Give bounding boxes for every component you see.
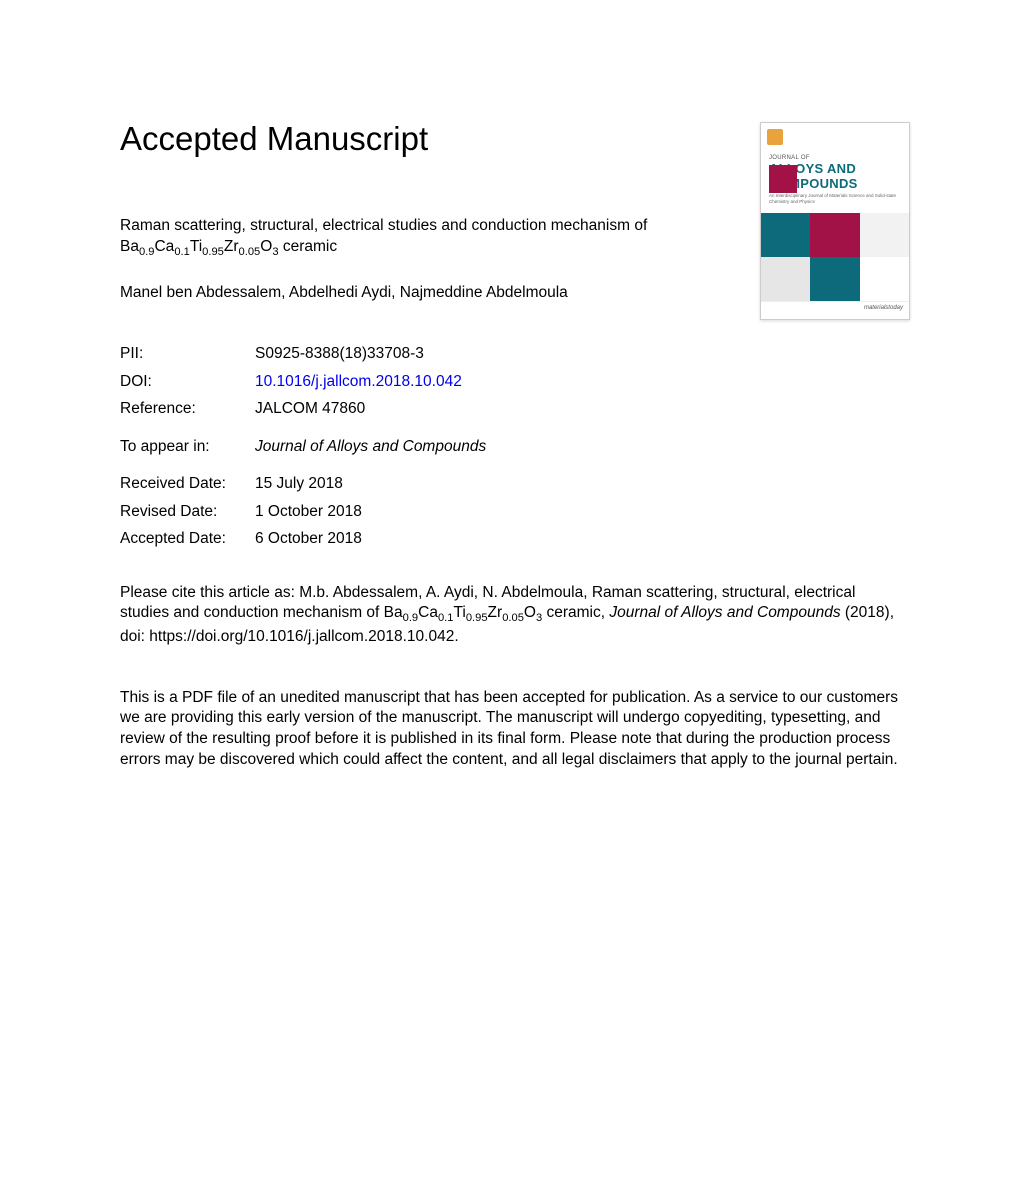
- meta-row-reference: Reference: JALCOM 47860: [120, 401, 910, 417]
- cite-text: Zr: [488, 604, 503, 621]
- meta-value: 1 October 2018: [255, 504, 362, 520]
- cover-square: [860, 213, 909, 257]
- article-title: Raman scattering, structural, electrical…: [120, 216, 710, 260]
- cite-text: ceramic,: [542, 604, 609, 621]
- elsevier-logo-icon: [767, 129, 783, 145]
- cite-subscript: 0.95: [466, 613, 488, 625]
- meta-value: Journal of Alloys and Compounds: [255, 439, 486, 455]
- cover-square: [761, 213, 810, 257]
- cover-badge-icon: [769, 165, 797, 193]
- disclaimer-text: This is a PDF file of an unedited manusc…: [120, 688, 910, 772]
- journal-cover-thumbnail: JOURNAL OF ALLOYS AND COMPOUNDS An Inter…: [760, 122, 910, 320]
- title-text: Ti: [190, 238, 202, 255]
- meta-row-pii: PII: S0925-8388(18)33708-3: [120, 346, 910, 362]
- cite-text: Ti: [453, 604, 465, 621]
- cover-header: [761, 123, 909, 151]
- cover-square: [761, 257, 810, 301]
- metadata-table: PII: S0925-8388(18)33708-3 DOI: 10.1016/…: [120, 346, 910, 547]
- meta-value: 15 July 2018: [255, 476, 343, 492]
- meta-row-accepted: Accepted Date: 6 October 2018: [120, 531, 910, 547]
- cite-subscript: 0.9: [403, 613, 419, 625]
- cover-square: [860, 257, 909, 301]
- meta-label: Accepted Date:: [120, 531, 255, 547]
- cover-subtitle: An Interdisciplinary Journal of Material…: [769, 193, 901, 204]
- cite-subscript: 0.05: [502, 613, 524, 625]
- cover-footer: materialstoday: [761, 301, 909, 319]
- cite-journal: Journal of Alloys and Compounds: [609, 604, 840, 621]
- meta-value: 6 October 2018: [255, 531, 362, 547]
- meta-row-revised: Revised Date: 1 October 2018: [120, 504, 910, 520]
- meta-value: S0925-8388(18)33708-3: [255, 346, 424, 362]
- meta-row-appear: To appear in: Journal of Alloys and Comp…: [120, 439, 910, 455]
- cover-color-grid: [761, 213, 909, 301]
- title-subscript: 0.9: [139, 246, 155, 258]
- meta-label: Received Date:: [120, 476, 255, 492]
- title-text: Zr: [224, 238, 239, 255]
- meta-label: To appear in:: [120, 439, 255, 455]
- meta-label: PII:: [120, 346, 255, 362]
- cover-square: [810, 257, 859, 301]
- title-text: ceramic: [279, 238, 338, 255]
- meta-value: JALCOM 47860: [255, 401, 365, 417]
- manuscript-cover-page: Accepted Manuscript JOURNAL OF ALLOYS AN…: [0, 0, 1020, 831]
- citation-block: Please cite this article as: M.b. Abdess…: [120, 583, 900, 648]
- meta-label: Reference:: [120, 401, 255, 417]
- cover-square: [810, 213, 859, 257]
- title-text: Ca: [154, 238, 174, 255]
- meta-label: Revised Date:: [120, 504, 255, 520]
- cite-text: O: [524, 604, 536, 621]
- meta-row-doi: DOI: 10.1016/j.jallcom.2018.10.042: [120, 374, 910, 390]
- cite-text: Ca: [418, 604, 438, 621]
- title-subscript: 0.1: [174, 246, 190, 258]
- meta-row-received: Received Date: 15 July 2018: [120, 476, 910, 492]
- cite-subscript: 0.1: [438, 613, 454, 625]
- meta-label: DOI:: [120, 374, 255, 390]
- title-subscript: 0.95: [202, 246, 224, 258]
- title-subscript: 0.05: [239, 246, 261, 258]
- title-text: O: [260, 238, 272, 255]
- doi-link[interactable]: 10.1016/j.jallcom.2018.10.042: [255, 374, 462, 390]
